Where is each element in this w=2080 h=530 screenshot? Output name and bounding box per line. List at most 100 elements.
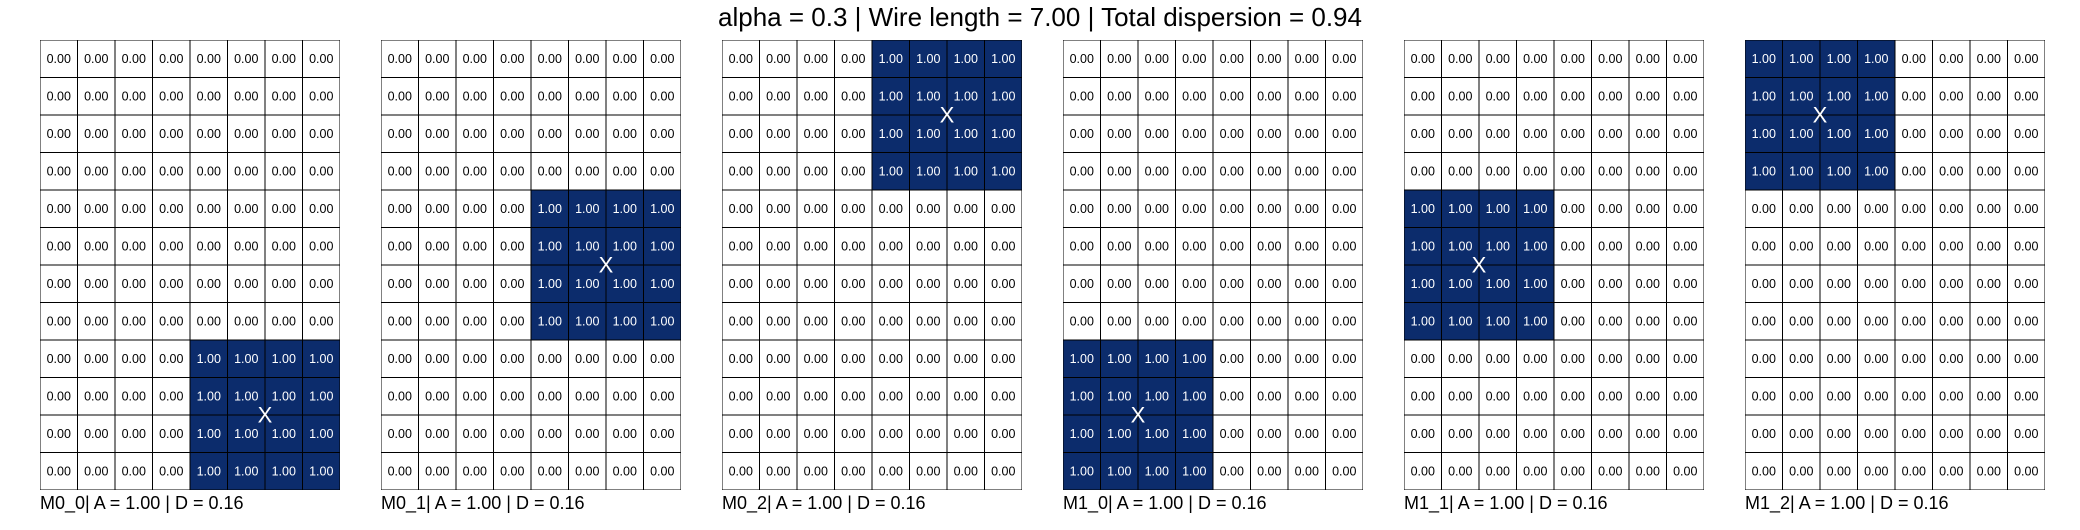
- heatmap-cell-value: 0.00: [1486, 427, 1510, 441]
- heatmap-cell-value: 0.00: [1448, 389, 1472, 403]
- heatmap-cell-value: 0.00: [1752, 389, 1776, 403]
- heatmap-cell: 0.00: [796, 77, 835, 116]
- heatmap-cell-value: 0.00: [1977, 314, 2001, 328]
- heatmap-cell: 0.00: [381, 452, 419, 490]
- heatmap-cell-rect: [605, 302, 644, 341]
- heatmap-cell-rect: [1250, 189, 1289, 228]
- heatmap-cell-rect: [1553, 302, 1592, 341]
- heatmap-cell-value: 0.00: [1598, 464, 1622, 478]
- heatmap-cell-value: 0.00: [538, 352, 562, 366]
- heatmap-cell-value: 1.00: [234, 427, 258, 441]
- heatmap-cell-value: 0.00: [1070, 89, 1094, 103]
- heatmap-cell-rect: [1287, 152, 1326, 191]
- heatmap-cell-value: 0.00: [1864, 202, 1888, 216]
- heatmap-cell-rect: [381, 189, 419, 228]
- heatmap-cell: 0.00: [2007, 40, 2045, 78]
- heatmap-cell-value: 1.00: [1107, 427, 1131, 441]
- heatmap-cell-value: 0.00: [1977, 352, 2001, 366]
- heatmap-cell-value: 0.00: [122, 202, 146, 216]
- heatmap-cell-rect: [1666, 339, 1704, 378]
- heatmap-panel-m0-1: 0.00 0.00 0.00 0.00 0.00 0.00 0.00 0.00 0.00 0.00…: [381, 40, 681, 520]
- heatmap-cell: 0.00: [1441, 414, 1480, 453]
- heatmap-cell: 0.00: [1591, 114, 1630, 153]
- heatmap-cell-value: 0.00: [1977, 89, 2001, 103]
- heatmap-cell-value: 0.00: [463, 352, 487, 366]
- heatmap-cell-value: 0.00: [1561, 239, 1585, 253]
- heatmap-cell-rect: [643, 152, 681, 191]
- heatmap-cell-value: 0.00: [1107, 239, 1131, 253]
- heatmap-cell-rect: [946, 152, 985, 191]
- heatmap-cell-value: 0.00: [197, 89, 221, 103]
- heatmap-cell-value: 0.00: [954, 389, 978, 403]
- heatmap-cell: 0.00: [493, 377, 532, 416]
- heatmap-cell-value: 0.00: [1448, 427, 1472, 441]
- heatmap-cell: 1.00: [946, 77, 985, 116]
- heatmap-cell-rect: [1478, 302, 1517, 341]
- heatmap-cell-value: 0.00: [991, 464, 1015, 478]
- heatmap-cell-value: 0.00: [272, 52, 296, 66]
- heatmap-cell-rect: [77, 227, 116, 266]
- heatmap-cell-value: 0.00: [1523, 127, 1547, 141]
- centroid-marker: X: [1472, 253, 1487, 278]
- heatmap-cell: 0.00: [1250, 152, 1289, 191]
- heatmap-cell-value: 0.00: [1257, 89, 1281, 103]
- heatmap-cell: 0.00: [1666, 339, 1704, 378]
- heatmap-cell-rect: [77, 40, 116, 78]
- heatmap-cell: 0.00: [1478, 77, 1517, 116]
- heatmap-cell-value: 0.00: [1295, 127, 1319, 141]
- heatmap-cell: 0.00: [1932, 189, 1971, 228]
- heatmap-cell: 0.00: [1857, 302, 1896, 341]
- heatmap-cell: 0.00: [114, 114, 153, 153]
- heatmap-cell-value: 0.00: [1332, 352, 1356, 366]
- heatmap-cell-rect: [418, 189, 457, 228]
- heatmap-cell-value: 0.00: [500, 202, 524, 216]
- heatmap-cell-rect: [796, 227, 835, 266]
- heatmap-cell-value: 0.00: [1145, 239, 1169, 253]
- heatmap-cell: 0.00: [1969, 227, 2008, 266]
- heatmap-cell: 0.00: [40, 302, 78, 341]
- heatmap-cell: 0.00: [227, 189, 266, 228]
- heatmap-cell: 0.00: [1666, 227, 1704, 266]
- heatmap-cell-value: 1.00: [1523, 239, 1547, 253]
- heatmap-cell-value: 0.00: [1220, 427, 1244, 441]
- heatmap-cell-rect: [1932, 339, 1971, 378]
- heatmap-cell: 1.00: [302, 377, 340, 416]
- heatmap-cell-value: 1.00: [1107, 464, 1131, 478]
- heatmap-cell-rect: [302, 414, 340, 453]
- heatmap-cell-value: 0.00: [159, 427, 183, 441]
- heatmap-cell-value: 0.00: [425, 427, 449, 441]
- heatmap-cell-rect: [189, 377, 228, 416]
- heatmap-cell: 0.00: [605, 114, 644, 153]
- heatmap-cell-rect: [1137, 77, 1176, 116]
- heatmap-cell-rect: [1137, 339, 1176, 378]
- heatmap-cell-value: 0.00: [1827, 464, 1851, 478]
- heatmap-cell-value: 0.00: [1182, 164, 1206, 178]
- heatmap-cell-value: 0.00: [954, 239, 978, 253]
- heatmap-cell-value: 1.00: [1145, 464, 1169, 478]
- heatmap-cell: 0.00: [530, 114, 569, 153]
- heatmap-cell: 0.00: [568, 339, 607, 378]
- heatmap-cell-value: 1.00: [613, 239, 637, 253]
- heatmap-cell-value: 1.00: [1486, 202, 1510, 216]
- heatmap-cell-value: 0.00: [991, 427, 1015, 441]
- heatmap-cell: 0.00: [40, 414, 78, 453]
- heatmap-cell: 0.00: [722, 189, 760, 228]
- heatmap-cell-value: 0.00: [309, 314, 333, 328]
- heatmap-cell-value: 0.00: [84, 427, 108, 441]
- heatmap-cell-value: 0.00: [1295, 202, 1319, 216]
- heatmap-cell-rect: [871, 189, 910, 228]
- heatmap-cell: 0.00: [152, 152, 191, 191]
- heatmap-cell-value: 1.00: [991, 127, 1015, 141]
- heatmap-cell: 0.00: [1212, 189, 1251, 228]
- heatmap-cell-rect: [227, 339, 266, 378]
- heatmap-cell: 0.00: [40, 227, 78, 266]
- heatmap-cell-rect: [1857, 264, 1896, 303]
- heatmap-cell-value: 0.00: [1673, 127, 1697, 141]
- heatmap-cell-value: 0.00: [1673, 314, 1697, 328]
- heatmap-cell-value: 0.00: [1295, 277, 1319, 291]
- heatmap-cell: 0.00: [1591, 264, 1630, 303]
- heatmap-cell-value: 0.00: [1902, 239, 1926, 253]
- heatmap-cell-value: 0.00: [122, 314, 146, 328]
- heatmap-cell-value: 0.00: [1332, 164, 1356, 178]
- heatmap-cell-value: 0.00: [197, 127, 221, 141]
